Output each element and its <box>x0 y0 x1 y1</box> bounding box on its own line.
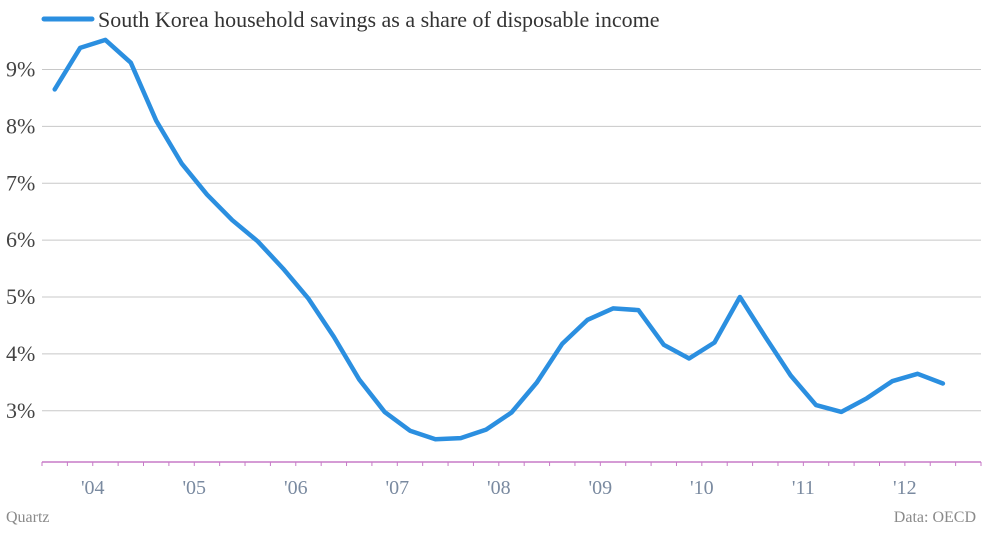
gridlines <box>42 69 981 412</box>
y-tick-label: 9% <box>6 57 35 82</box>
x-tick-label: '06 <box>284 477 308 499</box>
x-tick-label: '04 <box>81 477 105 499</box>
y-tick-label: 5% <box>6 284 35 309</box>
y-tick-label: 4% <box>6 341 35 366</box>
x-tick-label: '08 <box>487 477 511 499</box>
y-axis: 3% 4% 5% 6% 7% 8% 9% <box>6 57 35 423</box>
credit-source-left: Quartz <box>6 509 50 526</box>
y-tick-label: 7% <box>6 170 35 195</box>
x-axis: '04 '05 '06 '07 '08 '09 '10 '11 '12 <box>41 461 982 499</box>
y-tick-label: 6% <box>6 227 35 252</box>
legend: South Korea household savings as a share… <box>41 7 660 32</box>
y-tick-label: 8% <box>6 113 35 138</box>
x-tick-label: '12 <box>893 477 917 499</box>
x-tick-label: '09 <box>589 477 613 499</box>
series-layer <box>52 37 946 442</box>
y-tick-label: 3% <box>6 398 35 423</box>
credit-data-source: Data: OECD <box>894 509 976 526</box>
x-tick-label: '10 <box>690 477 714 499</box>
series-line <box>52 37 946 442</box>
x-tick-label: '07 <box>385 477 409 499</box>
x-tick-label: '11 <box>792 477 815 499</box>
legend-label: South Korea household savings as a share… <box>98 7 660 32</box>
x-tick-label: '05 <box>182 477 206 499</box>
